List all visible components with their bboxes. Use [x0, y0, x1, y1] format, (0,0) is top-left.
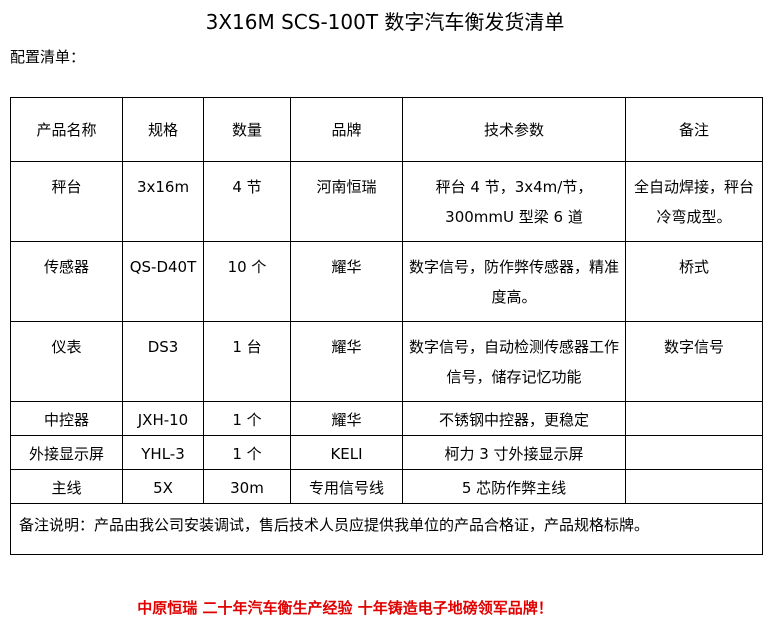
cell: 河南恒瑞	[290, 161, 403, 242]
cell: 耀华	[290, 321, 403, 402]
section-label: 配置清单：	[10, 48, 86, 66]
cell: 秤台 4 节，3x4m/节，300mmU 型梁 6 道	[402, 161, 626, 242]
cell: 5X	[122, 469, 204, 504]
footer-slogan: 中原恒瑞 二十年汽车衡生产经验 十年铸造电子地磅领军品牌！	[137, 599, 553, 617]
cell: 1 台	[203, 321, 291, 402]
remark-row: 备注说明：产品由我公司安装调试，售后技术人员应提供我单位的产品合格证，产品规格标…	[10, 503, 763, 555]
header-cell: 备注	[625, 97, 763, 162]
table-row: 外接显示屏 YHL-3 1 个 KELI 柯力 3 寸外接显示屏	[10, 435, 763, 470]
cell: 桥式	[625, 241, 763, 322]
cell: YHL-3	[122, 435, 204, 470]
page-title: 3X16M SCS-100T 数字汽车衡发货清单	[205, 10, 565, 34]
cell: DS3	[122, 321, 204, 402]
cell: 专用信号线	[290, 469, 403, 504]
cell	[625, 435, 763, 470]
cell: 30m	[203, 469, 291, 504]
remark-text: 备注说明：产品由我公司安装调试，售后技术人员应提供我单位的产品合格证，产品规格标…	[10, 503, 763, 555]
cell: 10 个	[203, 241, 291, 322]
cell: 传感器	[10, 241, 123, 322]
cell: 1 个	[203, 401, 291, 436]
cell: 1 个	[203, 435, 291, 470]
cell: KELI	[290, 435, 403, 470]
cell: 仪表	[10, 321, 123, 402]
cell: 秤台	[10, 161, 123, 242]
cell: 不锈钢中控器，更稳定	[402, 401, 626, 436]
cell: 外接显示屏	[10, 435, 123, 470]
shipping-list-table: 产品名称 规格 数量 品牌 技术参数 备注 秤台 3x16m 4 节河南恒瑞 秤台 4…	[10, 97, 763, 555]
header-row: 产品名称 规格 数量 品牌 技术参数 备注	[10, 97, 763, 162]
header-cell: 技术参数	[402, 97, 626, 162]
header-cell: 品牌	[290, 97, 403, 162]
table-row: 仪表 DS3 1 台耀华 数字信号，自动检测传感器工作信号，储存记忆功能 数字信号	[10, 321, 763, 402]
cell: 数字信号，防作弊传感器，精准度高。	[402, 241, 626, 322]
table-row: 主线 5X 30m 专用信号线 5 芯防作弊主线	[10, 469, 763, 504]
cell: 4 节	[203, 161, 291, 242]
header-cell: 数量	[203, 97, 291, 162]
cell	[625, 401, 763, 436]
cell: JXH-10	[122, 401, 204, 436]
cell: 全自动焊接，秤台冷弯成型。	[625, 161, 763, 242]
cell: 中控器	[10, 401, 123, 436]
cell: 耀华	[290, 401, 403, 436]
cell: 主线	[10, 469, 123, 504]
cell: 5 芯防作弊主线	[402, 469, 626, 504]
cell: 数字信号	[625, 321, 763, 402]
table-row: 传感器 QS-D40T 10 个耀华 数字信号，防作弊传感器，精准度高。 桥式	[10, 241, 763, 322]
table-row: 秤台 3x16m 4 节河南恒瑞 秤台 4 节，3x4m/节，300mmU 型梁 6 …	[10, 161, 763, 242]
cell: 柯力 3 寸外接显示屏	[402, 435, 626, 470]
cell: QS-D40T	[122, 241, 204, 322]
cell	[625, 469, 763, 504]
cell: 3x16m	[122, 161, 204, 242]
header-cell: 产品名称	[10, 97, 123, 162]
cell: 数字信号，自动检测传感器工作信号，储存记忆功能	[402, 321, 626, 402]
header-cell: 规格	[122, 97, 204, 162]
table-row: 中控器 JXH-10 1 个耀华 不锈钢中控器，更稳定	[10, 401, 763, 436]
cell: 耀华	[290, 241, 403, 322]
